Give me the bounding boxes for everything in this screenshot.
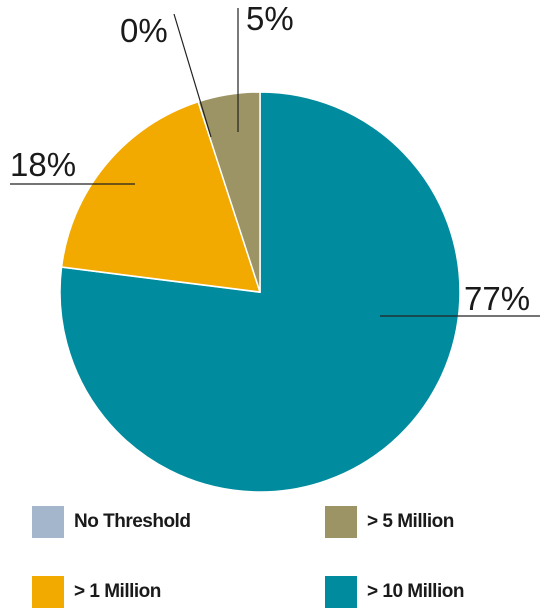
pie-slice: [197, 91, 261, 293]
legend-label: No Threshold: [74, 511, 191, 532]
legend-swatch: [325, 506, 357, 538]
pie-slice: [60, 100, 262, 293]
legend-label: > 1 Million: [74, 581, 161, 602]
legend-item-5-million: > 5 Million: [325, 506, 454, 538]
legend-item-10-million: > 10 Million: [325, 576, 464, 608]
label-leader-lines: [10, 8, 540, 317]
legend-label: > 10 Million: [367, 581, 464, 602]
slice-percent-label: 5%: [246, 0, 294, 37]
slice-percent-label: 18%: [10, 146, 76, 183]
slice-percent-label: 77%: [464, 280, 530, 317]
leader-line: [173, 13, 212, 138]
legend-item-no-threshold: No Threshold: [32, 506, 191, 538]
legend-swatch: [32, 506, 64, 538]
legend-item-1-million: > 1 Million: [32, 576, 161, 608]
legend-swatch: [325, 576, 357, 608]
legend-swatch: [32, 576, 64, 608]
percentage-labels: 77% 0% 18% 5%: [10, 0, 530, 317]
legend-label: > 5 Million: [367, 511, 454, 532]
slice-percent-label: 0%: [120, 12, 168, 49]
pie-slices: [59, 91, 461, 493]
